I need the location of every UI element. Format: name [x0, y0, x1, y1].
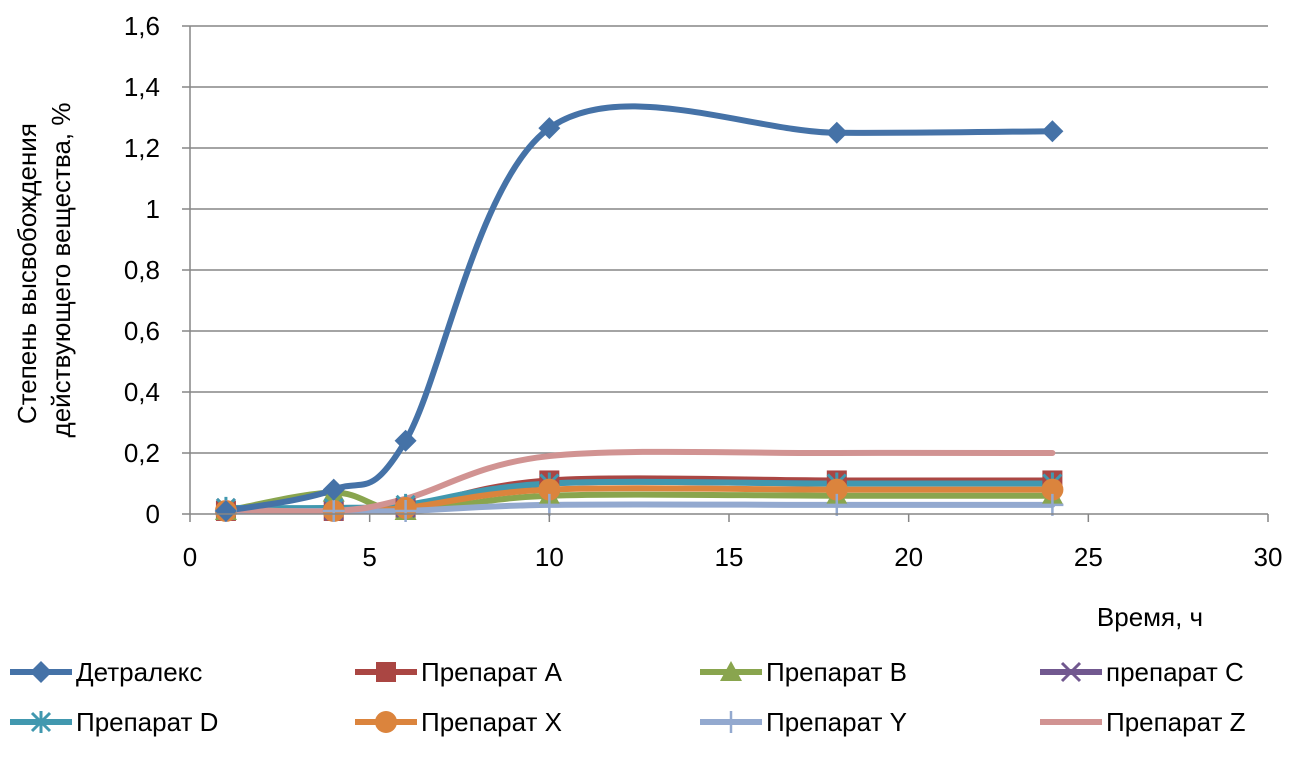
y-tick-labels: 0 0,2 0,4 0,6 0,8 1 1,2 1,4 1,6	[124, 11, 160, 529]
legend-swatch-marker	[30, 661, 52, 683]
data-point-6-4	[825, 493, 848, 516]
legend-item-0: Детралекс	[10, 657, 202, 687]
data-point-0-2	[394, 429, 417, 452]
y-tick-label: 0,8	[124, 255, 160, 285]
legend-swatch-marker	[376, 662, 396, 682]
y-tick-label: 0	[146, 499, 160, 529]
data-point-5-5	[1041, 478, 1064, 501]
y-tick-label: 1	[146, 194, 160, 224]
data-point-0-5	[1041, 120, 1064, 143]
legend-label: Препарат D	[76, 707, 218, 737]
x-tick-label: 15	[715, 542, 744, 572]
legend-item-4: Препарат D	[10, 707, 218, 737]
x-tick-label: 0	[183, 542, 197, 572]
legend: Детралекс Препарат А Препарат В препарат С П…	[10, 657, 1246, 737]
legend-label: Препарат Y	[766, 707, 907, 737]
legend-item-7: Препарат Z	[1040, 707, 1246, 737]
legend-item-2: Препарат В	[700, 657, 907, 687]
y-axis-title-line-1: Степень высвобождения	[12, 123, 42, 424]
legend-item-5: Препарат X	[355, 707, 562, 737]
data-point-6-2	[394, 499, 417, 522]
legend-item-1: Препарат А	[355, 657, 563, 687]
data-point-6-1	[322, 499, 345, 522]
x-tick-label: 25	[1074, 542, 1103, 572]
data-point-6-5	[1041, 493, 1064, 516]
y-tick-label: 0,6	[124, 316, 160, 346]
legend-swatch-marker	[720, 661, 742, 681]
data-point-5-4	[825, 478, 848, 501]
series-markers	[214, 117, 1064, 522]
legend-label: Препарат А	[421, 657, 563, 687]
legend-label: Препарат В	[766, 657, 907, 687]
y-tick-label: 0,2	[124, 438, 160, 468]
data-point-0-0	[214, 499, 237, 522]
y-tick-label: 0,4	[124, 377, 160, 407]
legend-label: препарат С	[1106, 657, 1244, 687]
x-tick-label: 5	[362, 542, 376, 572]
legend-label: Препарат Z	[1106, 707, 1246, 737]
data-point-0-3	[538, 117, 561, 140]
data-point-5-3	[538, 478, 561, 501]
y-axis-title-line-2: действующего вещества, %	[46, 103, 76, 438]
y-tick-label: 1,2	[124, 133, 160, 163]
y-tick-label: 1,4	[124, 72, 160, 102]
x-tick-label: 20	[894, 542, 923, 572]
legend-item-6: Препарат Y	[700, 707, 907, 737]
legend-label: Детралекс	[76, 657, 202, 687]
y-axis-title: Степень высвобождения действующего вещес…	[12, 103, 76, 438]
x-tick-labels: 0 5 10 15 20 25 30	[183, 542, 1283, 572]
x-tick-label: 10	[535, 542, 564, 572]
data-point-0-1	[322, 478, 345, 501]
x-axis-title: Время, ч	[1097, 602, 1203, 632]
legend-swatch-marker	[375, 711, 397, 733]
x-tick-label: 30	[1254, 542, 1283, 572]
legend-label: Препарат X	[421, 707, 562, 737]
axes	[189, 26, 1269, 522]
data-point-6-3	[538, 493, 561, 516]
legend-swatch-marker	[720, 711, 742, 733]
legend-item-3: препарат С	[1040, 657, 1244, 687]
data-point-0-4	[825, 121, 848, 144]
y-tick-label: 1,6	[124, 11, 160, 41]
legend-swatch-marker	[30, 711, 52, 733]
series-lines	[222, 103, 1056, 515]
gridlines	[182, 25, 1268, 515]
legend-swatch-marker	[1060, 661, 1082, 683]
